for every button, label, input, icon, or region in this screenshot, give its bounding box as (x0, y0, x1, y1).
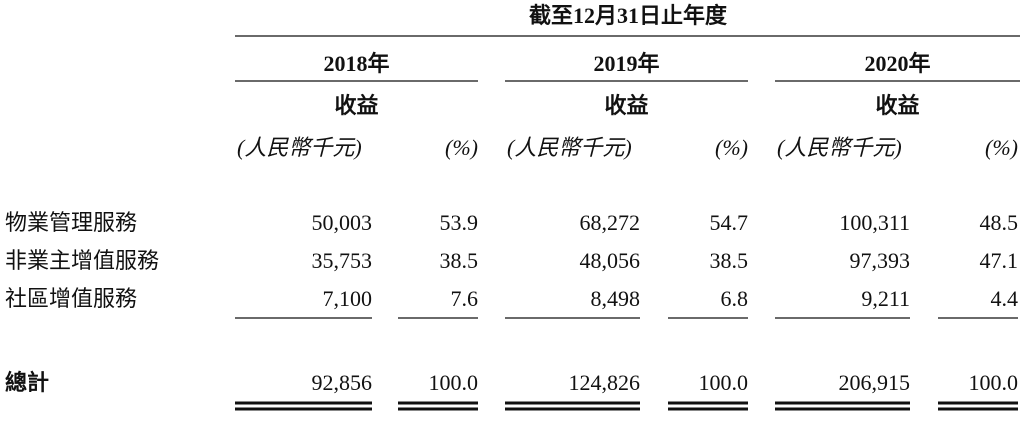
cell: 8,498 (591, 286, 641, 311)
year-header: 2020年 (864, 51, 930, 76)
cell: 50,003 (312, 210, 373, 235)
cell: 68,272 (580, 210, 641, 235)
row-label: 物業管理服務 (5, 210, 137, 235)
pct-header: (%) (715, 135, 748, 160)
period-header: 截至12月31日止年度 (529, 3, 728, 28)
cell: 9,211 (861, 286, 910, 311)
cell: 124,826 (569, 370, 641, 395)
cell: 4.4 (991, 286, 1019, 311)
cell: 206,915 (839, 370, 911, 395)
pct-header: (%) (445, 135, 478, 160)
cell: 100.0 (699, 370, 749, 395)
cell: 6.8 (721, 286, 749, 311)
cell: 48,056 (580, 248, 641, 273)
unit-header: (人民幣千元) (507, 135, 632, 160)
cell: 35,753 (312, 248, 373, 273)
cell: 54.7 (710, 210, 749, 235)
row-label: 非業主增值服務 (5, 248, 159, 273)
year-header: 2019年 (593, 51, 659, 76)
cell: 7,100 (323, 286, 373, 311)
cell: 100.0 (969, 370, 1019, 395)
cell: 92,856 (312, 370, 373, 395)
cell: 38.5 (440, 248, 479, 273)
pct-header: (%) (985, 135, 1018, 160)
cell: 100,311 (839, 210, 910, 235)
row-label: 總計 (5, 370, 49, 395)
metric-header: 收益 (604, 93, 648, 118)
cell: 48.5 (980, 210, 1019, 235)
row-label: 社區增值服務 (5, 286, 137, 311)
cell: 97,393 (850, 248, 911, 273)
cell: 7.6 (451, 286, 479, 311)
cell: 100.0 (429, 370, 479, 395)
cell: 53.9 (440, 210, 479, 235)
year-header: 2018年 (323, 51, 389, 76)
cell: 38.5 (710, 248, 749, 273)
metric-header: 收益 (875, 93, 919, 118)
metric-header: 收益 (334, 93, 378, 118)
cell: 47.1 (980, 248, 1019, 273)
unit-header: (人民幣千元) (777, 135, 902, 160)
unit-header: (人民幣千元) (237, 135, 362, 160)
